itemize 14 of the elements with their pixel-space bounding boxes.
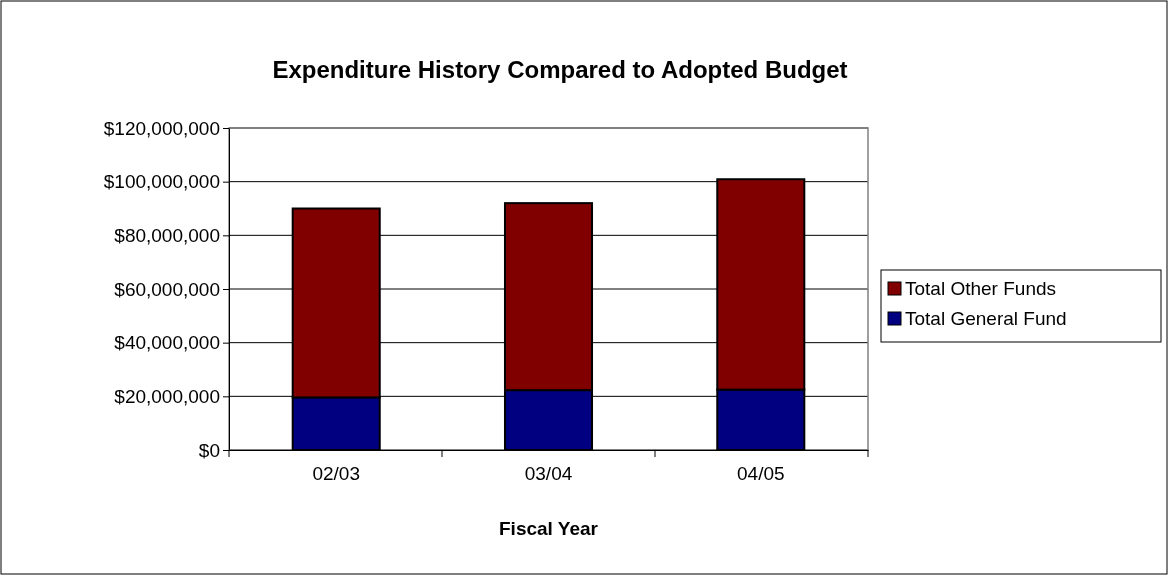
y-tick-label: $60,000,000 [114, 278, 220, 300]
y-tick-label: $80,000,000 [114, 224, 220, 246]
chart-title: Expenditure History Compared to Adopted Budget [272, 56, 848, 83]
x-tick-label: 02/03 [312, 462, 360, 484]
x-tick-label: 03/04 [524, 462, 573, 484]
y-tick-label: $0 [198, 439, 220, 461]
x-tick-label: 04/05 [737, 462, 785, 484]
legend-label: Total General Fund [905, 308, 1067, 329]
y-tick-label: $40,000,000 [114, 332, 220, 354]
y-tick-label: $120,000,000 [103, 117, 220, 139]
y-tick-label: $100,000,000 [103, 171, 220, 193]
y-tick-label: $20,000,000 [114, 385, 220, 407]
x-axis-title: Fiscal Year [499, 518, 599, 539]
legend-label: Total Other Funds [905, 278, 1057, 299]
